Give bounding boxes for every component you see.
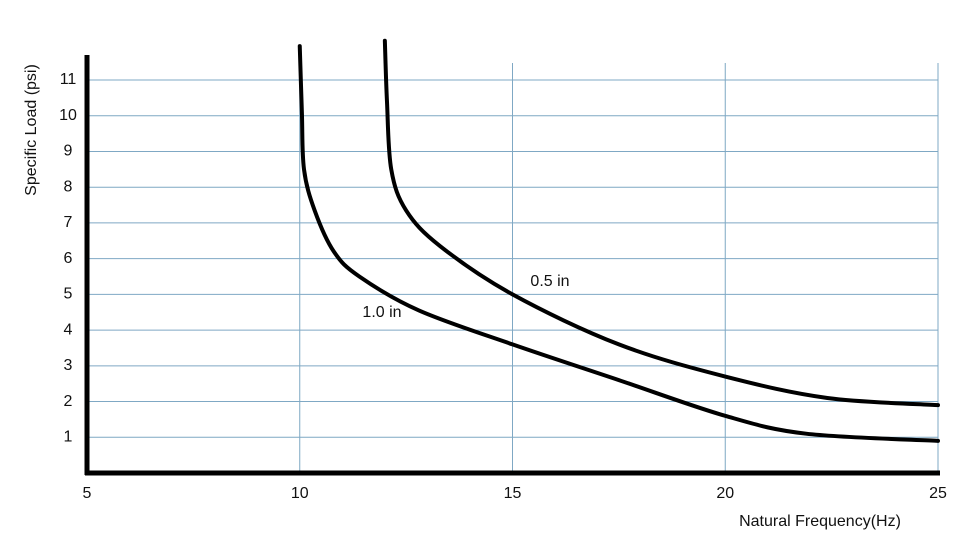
y-tick-label: 1 [64, 428, 73, 445]
y-tick-label: 9 [64, 143, 73, 160]
y-tick-label: 8 [64, 178, 73, 195]
y-tick-label: 6 [64, 250, 73, 267]
series-label: 0.5 in [530, 273, 569, 290]
y-tick-label: 3 [64, 357, 73, 374]
y-tick-label: 2 [64, 393, 73, 410]
line-series [382, 38, 940, 408]
x-tick-label: 10 [291, 485, 309, 502]
y-tick-label: 10 [59, 107, 77, 124]
x-tick-label: 20 [716, 485, 734, 502]
x-tick-label: 5 [83, 485, 92, 502]
y-tick-label: 4 [64, 321, 73, 338]
y-tick-label: 11 [60, 71, 77, 88]
y-tick-label: 7 [64, 214, 73, 231]
series-label: 1.0 in [362, 304, 401, 321]
x-tick-label: 25 [929, 485, 947, 502]
line-series [297, 44, 940, 443]
y-tick-label: 5 [64, 286, 73, 303]
y-axis-label: Specific Load (psi) [23, 64, 40, 196]
x-axis-label: Natural Frequency(Hz) [739, 513, 901, 530]
x-tick-label: 15 [504, 485, 522, 502]
